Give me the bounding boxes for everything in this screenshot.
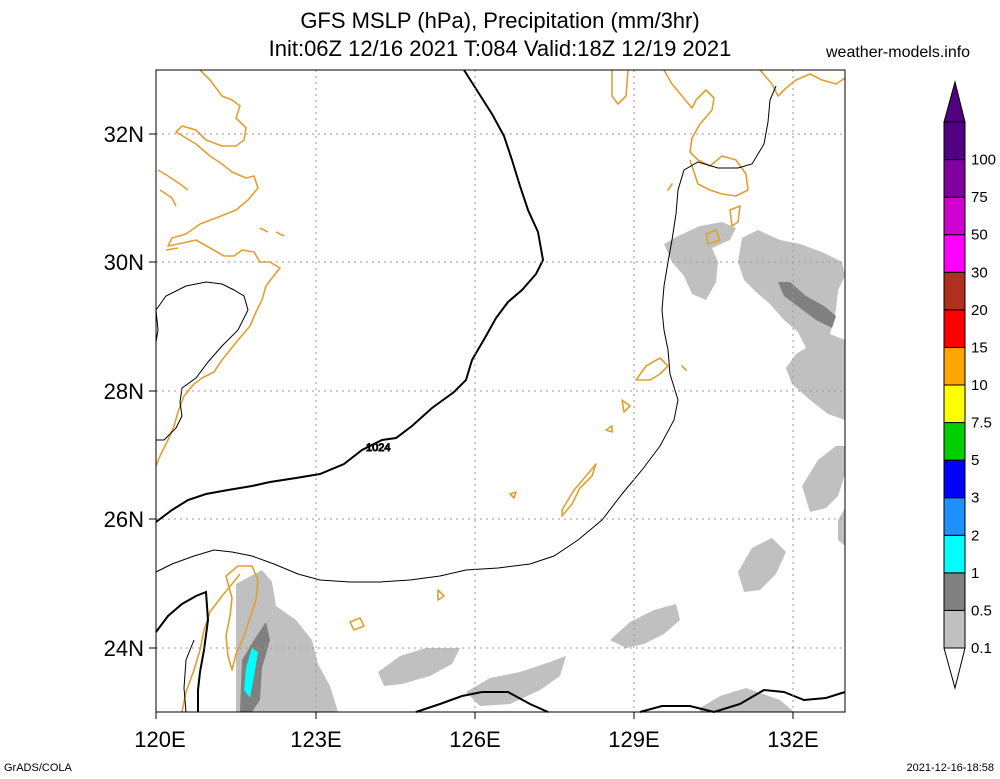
lat-tick-label: 32N (104, 122, 144, 147)
isobar-1020-main (155, 85, 777, 583)
isobar-label-1024: 1024 (366, 442, 390, 454)
isobar-1020-south (415, 691, 549, 713)
colorbar-box (943, 422, 966, 461)
chart-title: GFS MSLP (hPa), Precipitation (mm/3hr) (300, 8, 700, 33)
precip-area (802, 446, 845, 512)
lat-tick-label: 26N (104, 507, 144, 532)
lon-tick-label: 120E (134, 727, 185, 752)
colorbar-box (943, 609, 966, 649)
colorbar-label: 0.1 (971, 640, 992, 657)
precip-area (738, 230, 845, 420)
lon-tick-label: 132E (767, 727, 818, 752)
colorbar-box (943, 234, 966, 273)
site-credit: weather-models.info (826, 44, 971, 61)
lon-tick-label: 129E (608, 727, 659, 752)
precip-area (378, 648, 460, 686)
grid-lines (156, 70, 845, 712)
coastline-taiwan (225, 565, 259, 671)
precip-area (838, 508, 845, 546)
colorbar-label: 30 (971, 264, 988, 281)
coastline-islands-north (157, 169, 285, 251)
precip-area (236, 570, 338, 712)
precip-area (244, 648, 258, 698)
lat-tick-label: 24N (104, 636, 144, 661)
precip-area (738, 538, 786, 592)
coastline-ryukyu (349, 183, 741, 631)
colorbar-bottom-triangle (943, 647, 966, 690)
isobar-1020-se (639, 688, 846, 713)
colorbar-labels: 0.1 0.5 1 2 3 5 7.5 10 15 20 30 50 75 100 (971, 152, 996, 657)
colorbar-label: 0.5 (971, 602, 992, 619)
colorbar-label: 75 (971, 189, 988, 206)
colorbar-label: 10 (971, 377, 988, 394)
colorbar-label: 5 (971, 452, 979, 469)
chart-subtitle: Init:06Z 12/16 2021 T:084 Valid:18Z 12/1… (268, 36, 732, 61)
precip-shading (236, 222, 845, 712)
colorbar-label: 3 (971, 490, 979, 507)
colorbar-label: 2 (971, 527, 979, 544)
colorbar: 0.1 0.5 1 2 3 5 7.5 10 15 20 30 50 75 100 (943, 80, 996, 690)
colorbar-box (943, 159, 966, 198)
coastline-china (155, 69, 281, 467)
colorbar-box (943, 121, 966, 161)
colorbar-label: 1 (971, 565, 979, 582)
colorbar-box (943, 309, 966, 348)
axis-labels: 120E 123E 126E 129E 132E 24N 26N 28N 30N… (104, 122, 819, 752)
precip-area (466, 656, 566, 706)
colorbar-boxes (943, 121, 966, 649)
footer-timestamp: 2021-12-16-18:58 (906, 762, 994, 774)
isobar-1016-inner (183, 639, 195, 713)
tick-marks (149, 133, 794, 719)
precip-area (664, 222, 736, 300)
colorbar-label: 7.5 (971, 415, 992, 432)
isobar-1016-west (155, 590, 210, 712)
coastline-korea-kyushu (611, 69, 749, 197)
colorbar-box (943, 459, 966, 499)
colorbar-label: 15 (971, 339, 988, 356)
colorbar-label: 50 (971, 227, 988, 244)
lon-tick-label: 123E (290, 727, 341, 752)
colorbar-box (943, 196, 966, 236)
coastlines (155, 69, 846, 713)
isobar-1020-north (155, 281, 249, 441)
colorbar-label: 100 (971, 152, 996, 169)
colorbar-box (943, 271, 966, 311)
precip-area (610, 604, 680, 648)
isobar-1024 (155, 69, 545, 523)
colorbar-top-triangle (943, 80, 966, 123)
lat-tick-label: 30N (104, 250, 144, 275)
coastline-shikoku (759, 69, 846, 97)
colorbar-box (943, 572, 966, 611)
lon-tick-label: 126E (449, 727, 500, 752)
colorbar-box (943, 346, 966, 386)
footer-credit: GrADS/COLA (4, 762, 72, 774)
isobars: 1024 (155, 69, 846, 713)
colorbar-box (943, 497, 966, 536)
colorbar-box (943, 534, 966, 574)
lat-tick-label: 28N (104, 379, 144, 404)
colorbar-box (943, 384, 966, 424)
colorbar-label: 20 (971, 302, 988, 319)
